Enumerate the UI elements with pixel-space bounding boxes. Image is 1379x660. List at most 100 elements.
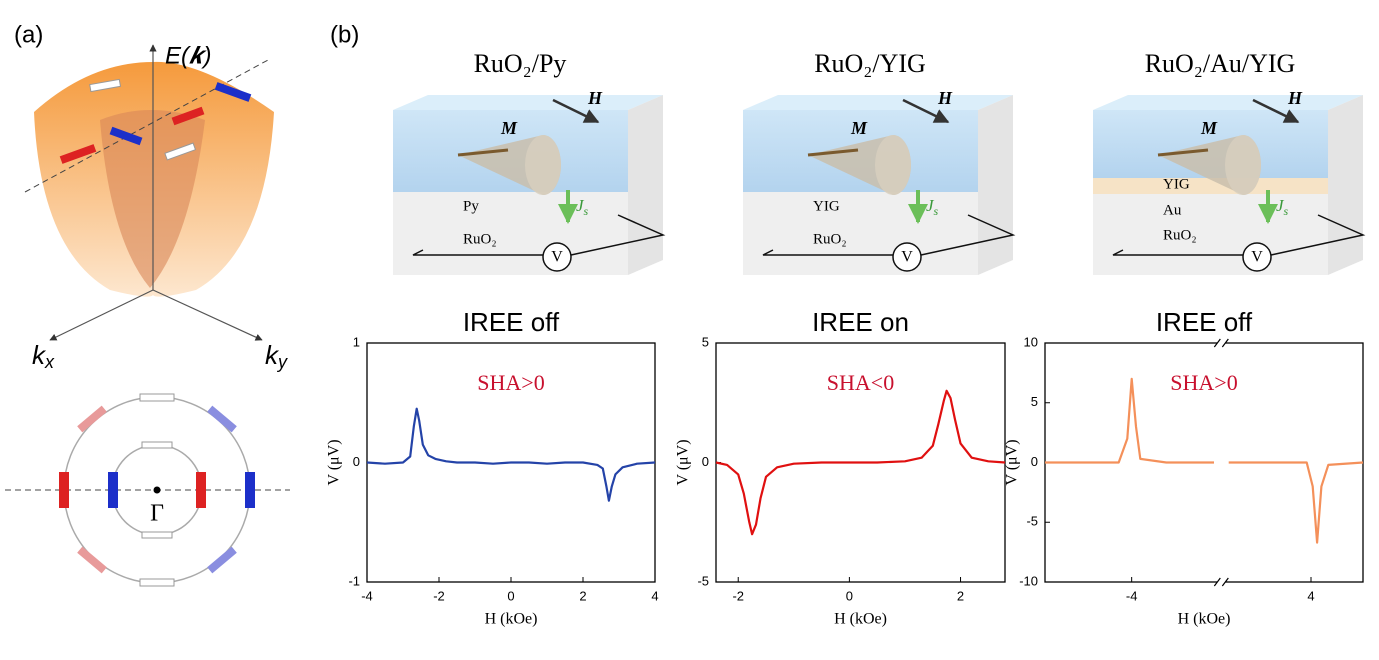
subscript: y — [276, 352, 288, 372]
data-line — [1045, 377, 1364, 544]
layer-label: RuO₂ — [813, 231, 847, 247]
device: RuO₂/Py H M Py RuO₂ Js V — [393, 49, 666, 275]
x-tick-label: 2 — [957, 588, 964, 603]
subscript: s — [934, 204, 939, 218]
layer-label: YIG — [813, 198, 840, 214]
layer-label: RuO₂ — [1163, 227, 1197, 243]
layer-label: RuO₂ — [463, 231, 497, 247]
y-tick-label: 1 — [353, 334, 360, 349]
layer-label: Au — [1163, 202, 1182, 218]
y-tick-label: -1 — [348, 573, 360, 588]
y-axis-label: V (μV) — [675, 439, 692, 485]
x-tick-label: 0 — [507, 588, 514, 603]
y-tick-label: -10 — [1019, 573, 1038, 588]
device-title: RuO₂/Au/YIG — [1145, 49, 1296, 78]
data-line — [366, 407, 656, 502]
field-arrow — [1252, 98, 1300, 124]
symbol: J — [576, 196, 585, 215]
wire — [762, 214, 1016, 256]
x-tick-label: -4 — [361, 588, 373, 603]
magnetization-label: M — [500, 118, 518, 138]
axis-break — [1213, 577, 1229, 587]
wire — [412, 214, 666, 256]
devices: RuO₂/PyHMPyRuO₂JsVRuO₂/YIGHMYIGRuO₂JsVRu… — [393, 49, 1366, 275]
voltmeter-label: V — [901, 249, 913, 266]
magnetization-label: M — [1200, 118, 1218, 138]
annotation: SHA>0 — [1170, 370, 1237, 395]
x-tick-label: -2 — [732, 588, 744, 603]
symbol: k — [32, 340, 47, 370]
field-arrow — [552, 98, 600, 124]
x-axis-label: H (kOe) — [1178, 611, 1231, 628]
moment — [807, 148, 859, 157]
voltmeter — [1242, 242, 1272, 272]
ruo2-layer — [393, 192, 628, 275]
y-tick-label: 0 — [702, 454, 709, 469]
chart: IREE off SHA>0 H (kOe) V (μV) -4 -2 0 2 4 -1 0 1 — [326, 307, 659, 628]
chart: IREE off SHA>0 H (kOe) V (μV) -4 4 -10 -5 0 5 10 — [1004, 307, 1364, 628]
chart-title: IREE on — [812, 307, 909, 337]
symbol: k — [265, 340, 280, 370]
field-arrow — [902, 98, 950, 124]
spin-current-label: Js — [1276, 196, 1289, 218]
x-tick-label: -2 — [433, 588, 445, 603]
box-side — [1328, 95, 1363, 275]
x-tick-label: 0 — [846, 588, 853, 603]
device: RuO₂/Au/YIG H M YIG Au RuO₂ Js V — [1093, 49, 1366, 275]
spin-current-label: Js — [576, 196, 589, 218]
field-label: H — [587, 88, 603, 108]
y-axis-label: V (μV) — [326, 439, 343, 485]
ruo2-layer — [1093, 194, 1328, 275]
box-top — [393, 95, 663, 110]
wire — [1112, 214, 1366, 256]
cone-base — [525, 135, 561, 195]
x-tick-label: 4 — [1307, 588, 1314, 603]
symbol: J — [1276, 196, 1285, 215]
chart-title: IREE off — [1156, 307, 1253, 337]
au-layer — [1093, 178, 1328, 194]
chart-title: IREE off — [463, 307, 560, 337]
device: RuO₂/YIG H M YIG RuO₂ Js V — [743, 49, 1016, 275]
axis-break-gap — [1217, 579, 1226, 585]
subscript: x — [44, 352, 55, 372]
box-top — [1093, 95, 1363, 110]
y-tick-label: -5 — [1026, 514, 1038, 529]
axis-label: E(𝒌) — [165, 42, 212, 69]
chart: IREE on SHA<0 H (kOe) V (μV) -2 0 2 -5 0 5 — [675, 307, 1006, 628]
subscript: s — [1284, 204, 1289, 218]
y-tick-label: 10 — [1024, 334, 1038, 349]
spin-current-label: Js — [926, 196, 939, 218]
annotation: SHA>0 — [477, 370, 544, 395]
annotation: SHA<0 — [827, 370, 894, 395]
y-tick-label: 0 — [353, 454, 360, 469]
fermi-contour: Γ — [5, 393, 290, 587]
moment — [457, 148, 509, 157]
axis-break-gap — [1217, 340, 1226, 346]
field-label: H — [937, 88, 953, 108]
subscript: s — [584, 204, 589, 218]
x-tick-label: 4 — [651, 588, 658, 603]
layer-label: YIG — [1163, 176, 1190, 192]
y-tick-label: -5 — [697, 573, 709, 588]
x-axis-label: H (kOe) — [834, 611, 887, 628]
box-side — [628, 95, 663, 275]
moment — [1157, 148, 1209, 157]
x-tick-label: 2 — [579, 588, 586, 603]
box-top — [743, 95, 1013, 110]
axis-break — [1213, 338, 1229, 348]
box-side — [978, 95, 1013, 275]
gamma-label: Γ — [150, 501, 164, 527]
y-tick-label: 5 — [702, 334, 709, 349]
magnetization-label: M — [850, 118, 868, 138]
axis-label: ky — [265, 340, 288, 372]
voltmeter-label: V — [1251, 249, 1263, 266]
y-axis-label: V (μV) — [1004, 439, 1021, 485]
device-title: RuO₂/Py — [474, 49, 567, 78]
cone-base — [1225, 135, 1261, 195]
band-diagram: E(𝒌) kx ky — [24, 42, 288, 372]
voltmeter-label: V — [551, 249, 563, 266]
y-tick-label: 0 — [1031, 454, 1038, 469]
voltmeter — [542, 242, 572, 272]
